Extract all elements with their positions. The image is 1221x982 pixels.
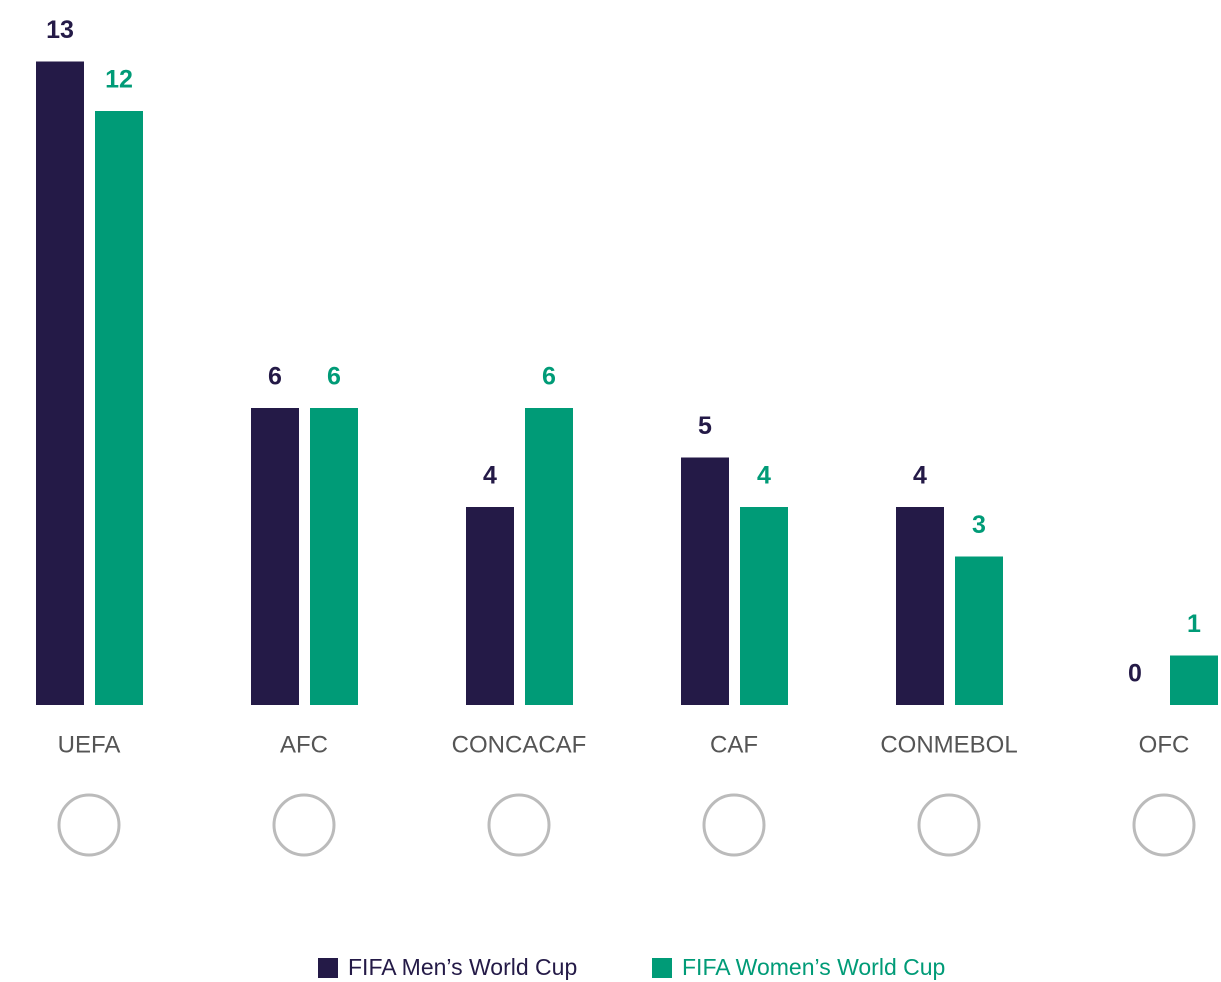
value-label: 6 xyxy=(327,363,341,391)
bar xyxy=(896,507,944,705)
legend-label: FIFA Men’s World Cup xyxy=(348,954,577,980)
confederation-logo xyxy=(487,793,551,857)
value-label: 4 xyxy=(757,462,771,490)
bar xyxy=(310,408,358,705)
x-tick-label: CONCACAF xyxy=(452,731,587,758)
confederation-logo xyxy=(57,793,121,857)
bar xyxy=(525,408,573,705)
bar xyxy=(95,111,143,705)
bar xyxy=(955,556,1003,705)
confederation-logo xyxy=(702,793,766,857)
legend-swatch xyxy=(652,958,672,978)
bar xyxy=(1170,655,1218,705)
bar xyxy=(36,61,84,705)
value-label: 4 xyxy=(483,462,497,490)
legend-label: FIFA Women’s World Cup xyxy=(682,954,945,980)
value-label: 1 xyxy=(1187,610,1201,638)
value-label: 0 xyxy=(1128,660,1142,688)
confederation-logo xyxy=(272,793,336,857)
x-tick-label: AFC xyxy=(280,731,328,758)
value-label: 13 xyxy=(46,16,74,44)
x-tick-label: UEFA xyxy=(58,731,121,758)
value-label: 3 xyxy=(972,511,986,539)
bar xyxy=(251,408,299,705)
legend-swatch xyxy=(318,958,338,978)
x-tick-label: CONMEBOL xyxy=(880,731,1017,758)
value-label: 4 xyxy=(913,462,927,490)
value-label: 12 xyxy=(105,66,133,94)
bar xyxy=(681,457,729,705)
confederation-logo xyxy=(1132,793,1196,857)
x-tick-label: OFC xyxy=(1139,731,1190,758)
confederation-logo xyxy=(917,793,981,857)
value-label: 6 xyxy=(268,363,282,391)
value-label: 6 xyxy=(542,363,556,391)
value-label: 5 xyxy=(698,412,712,440)
bar xyxy=(466,507,514,705)
bar xyxy=(740,507,788,705)
x-tick-label: CAF xyxy=(710,731,758,758)
